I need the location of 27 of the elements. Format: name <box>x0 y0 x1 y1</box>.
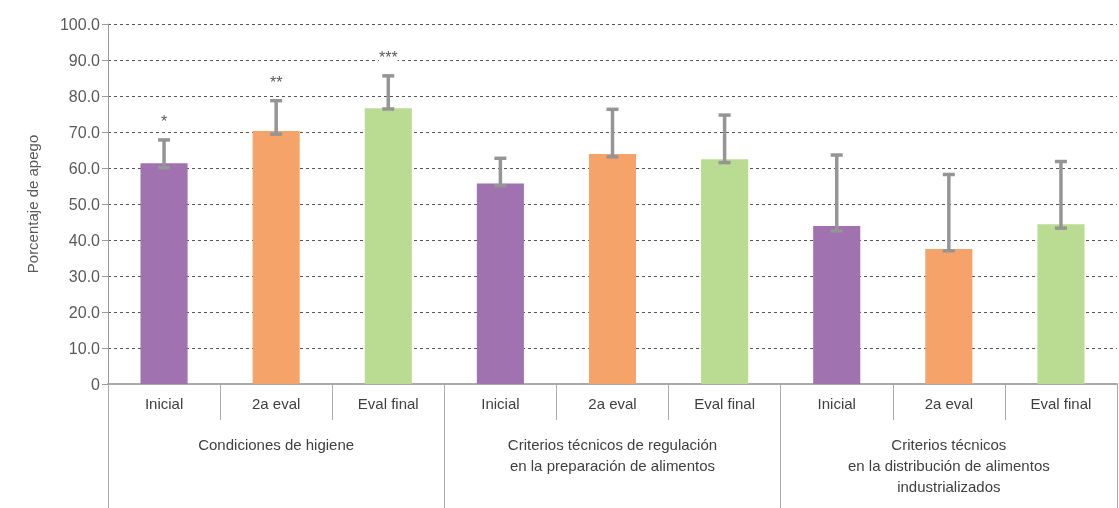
y-tick-label: 0 <box>91 375 101 393</box>
y-tick-label: 20.0 <box>68 303 101 321</box>
y-tick-label: 30.0 <box>68 267 101 285</box>
y-tick-label: 100.0 <box>59 15 101 33</box>
x-tick-label: Inicial <box>481 395 520 412</box>
x-tick-label: Eval final <box>694 395 756 412</box>
x-tick-label: Inicial <box>817 395 856 412</box>
text: Criterios técnicos en la distribución de alimentos industrializados <box>847 436 1050 495</box>
y-axis-title: Porcentaje de apego <box>24 134 41 274</box>
text: Criterios técnicos de regulación en la preparación de alimentos <box>507 436 718 474</box>
y-tick-label: 90.0 <box>68 51 101 69</box>
x-tick-label: 2a eval <box>588 395 637 412</box>
text: Condiciones de higiene <box>198 436 355 453</box>
y-tick-label: 80.0 <box>68 87 101 105</box>
y-tick-label: 40.0 <box>68 231 101 249</box>
x-tick-label: Eval final <box>357 395 419 412</box>
data-label: *** <box>378 49 398 67</box>
data-label: ** <box>269 74 283 92</box>
data-label: * <box>160 113 168 131</box>
x-tick-label: 2a eval <box>924 395 974 412</box>
x-tick-label: Inicial <box>144 395 184 412</box>
y-tick-label: 60.0 <box>68 159 101 177</box>
y-tick-label: 10.0 <box>68 339 101 357</box>
y-tick-label: 70.0 <box>68 123 101 141</box>
y-tick-label: 50.0 <box>68 195 101 213</box>
x-tick-label: Eval final <box>1030 395 1092 412</box>
x-tick-label: 2a eval <box>251 395 301 412</box>
